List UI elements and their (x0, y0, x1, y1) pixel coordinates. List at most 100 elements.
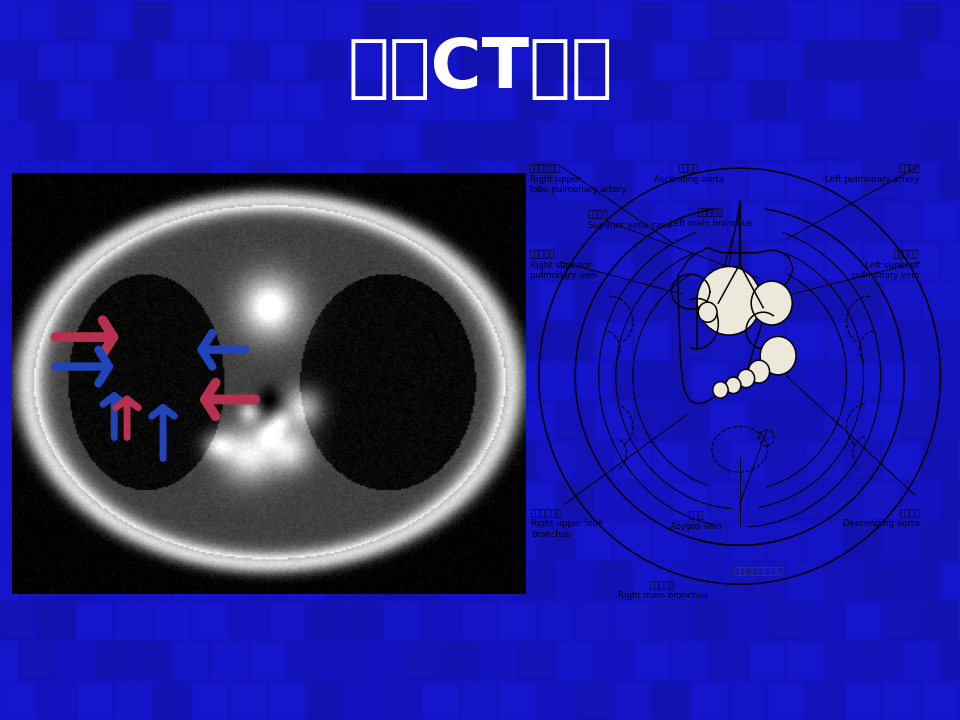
Bar (576, 442, 612, 480)
Bar (230, 602, 267, 640)
Bar (941, 322, 960, 360)
Bar (365, 82, 401, 120)
Bar (422, 282, 459, 320)
Bar (480, 322, 516, 360)
Bar (19, 82, 56, 120)
Bar (173, 402, 209, 440)
Bar (730, 442, 766, 480)
Bar (230, 202, 267, 240)
Bar (710, 82, 747, 120)
Bar (461, 42, 497, 80)
Bar (730, 602, 766, 640)
Bar (326, 402, 363, 440)
Bar (77, 202, 113, 240)
Bar (518, 242, 555, 280)
Bar (192, 42, 228, 80)
Bar (96, 162, 132, 200)
Bar (730, 682, 766, 720)
Bar (634, 562, 670, 600)
Bar (154, 442, 190, 480)
Bar (154, 522, 190, 560)
Bar (672, 242, 708, 280)
Bar (442, 242, 478, 280)
Bar (730, 202, 766, 240)
Bar (480, 562, 516, 600)
Bar (250, 2, 286, 40)
Bar (346, 602, 382, 640)
Text: 华夏影像诊断中心: 华夏影像诊断中心 (733, 565, 783, 575)
Bar (0, 122, 36, 160)
Bar (211, 2, 248, 40)
Bar (518, 562, 555, 600)
Bar (787, 82, 824, 120)
Bar (115, 122, 152, 160)
Bar (0, 282, 36, 320)
Bar (538, 362, 574, 400)
Bar (173, 162, 209, 200)
Bar (595, 82, 632, 120)
Bar (557, 482, 593, 520)
Bar (19, 402, 56, 440)
Bar (115, 282, 152, 320)
Bar (288, 242, 324, 280)
Bar (634, 162, 670, 200)
Bar (19, 562, 56, 600)
Bar (192, 202, 228, 240)
Bar (806, 602, 843, 640)
Bar (749, 402, 785, 440)
Bar (902, 642, 939, 680)
Bar (365, 242, 401, 280)
Bar (710, 562, 747, 600)
Bar (557, 2, 593, 40)
Bar (710, 642, 747, 680)
Bar (326, 242, 363, 280)
Bar (595, 162, 632, 200)
Bar (826, 482, 862, 520)
Bar (77, 602, 113, 640)
Bar (768, 362, 804, 400)
Bar (883, 602, 920, 640)
Bar (422, 602, 459, 640)
Bar (250, 642, 286, 680)
Bar (173, 482, 209, 520)
Bar (19, 2, 56, 40)
Bar (288, 82, 324, 120)
Bar (422, 122, 459, 160)
Bar (326, 162, 363, 200)
Bar (442, 482, 478, 520)
Bar (154, 42, 190, 80)
Text: 右上叶肺动脉
Right upper
lobe pulmonary artery: 右上叶肺动脉 Right upper lobe pulmonary artery (530, 164, 627, 194)
Bar (518, 322, 555, 360)
Bar (653, 122, 689, 160)
Bar (326, 2, 363, 40)
Bar (806, 122, 843, 160)
Bar (902, 322, 939, 360)
Bar (672, 402, 708, 440)
Bar (365, 562, 401, 600)
Bar (883, 282, 920, 320)
Bar (77, 682, 113, 720)
Bar (768, 122, 804, 160)
Bar (250, 162, 286, 200)
Bar (211, 322, 248, 360)
Bar (691, 522, 728, 560)
Bar (845, 282, 881, 320)
Bar (922, 122, 958, 160)
Bar (749, 642, 785, 680)
Bar (38, 122, 75, 160)
Bar (250, 82, 286, 120)
Bar (883, 362, 920, 400)
Text: 上腔静脉
Superior vena cava: 上腔静脉 Superior vena cava (588, 210, 671, 230)
Bar (442, 162, 478, 200)
Bar (576, 282, 612, 320)
Bar (269, 362, 305, 400)
Bar (768, 442, 804, 480)
Bar (768, 602, 804, 640)
Text: 升主动脉
Ascending aorta: 升主动脉 Ascending aorta (654, 164, 725, 184)
Bar (173, 2, 209, 40)
Bar (691, 282, 728, 320)
Bar (941, 2, 960, 40)
Bar (269, 122, 305, 160)
Bar (845, 442, 881, 480)
Bar (461, 522, 497, 560)
